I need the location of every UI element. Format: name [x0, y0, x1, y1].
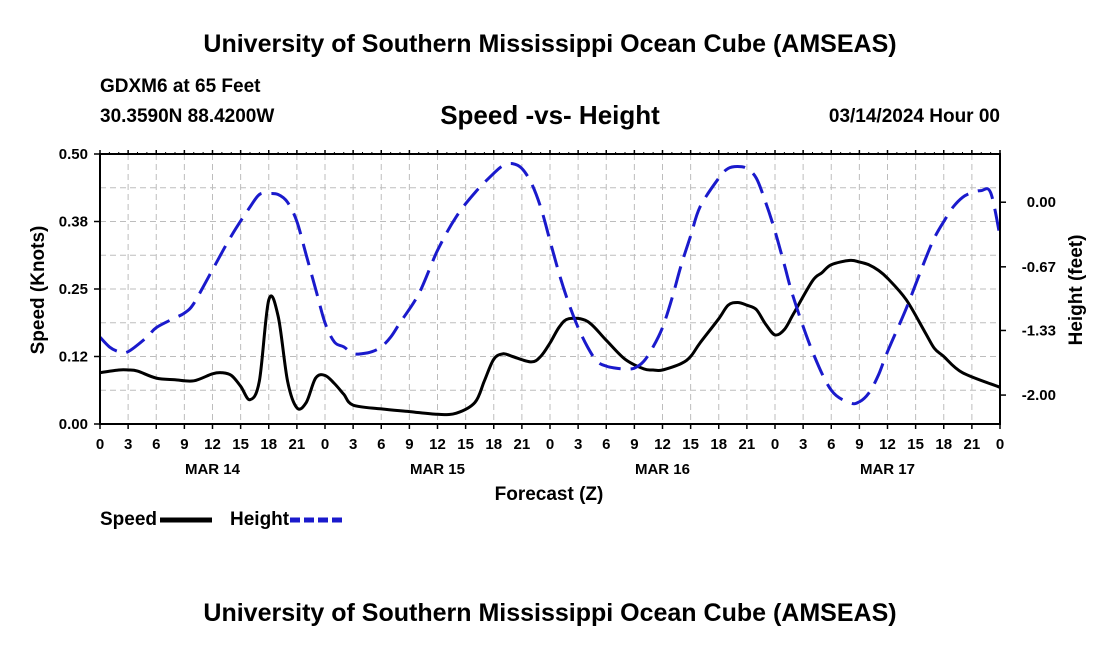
x-tick-label: 6	[827, 436, 835, 453]
x-tick-label: 12	[204, 436, 221, 453]
x-tick-label: 18	[485, 436, 502, 453]
station-label: GDXM6 at 65 Feet	[100, 76, 261, 97]
series-layer	[100, 162, 1000, 417]
x-tick-label: 15	[907, 436, 924, 453]
x-tick-label: 21	[739, 436, 756, 453]
y-axis-title: Speed (Knots)	[28, 226, 49, 355]
x-tick-label: 18	[260, 436, 277, 453]
label-layer: Forecast (Z) Speed (Knots) Height (feet)…	[28, 146, 1087, 505]
x-tick-label: 3	[574, 436, 582, 453]
x-tick-label: 18	[710, 436, 727, 453]
x-tick-label: 3	[799, 436, 807, 453]
legend: Speed Height	[100, 509, 342, 530]
y-right-tick-label: -2.00	[1022, 387, 1056, 404]
x-tick-label: 0	[321, 436, 329, 453]
y-right-tick-label: -1.33	[1022, 322, 1056, 339]
y-tick-label: 0.25	[59, 281, 88, 298]
x-tick-label: 6	[377, 436, 385, 453]
series-line-height	[100, 162, 1000, 406]
x-tick-label: 0	[996, 436, 1004, 453]
plot-frame	[99, 153, 1001, 425]
chart-title: Speed -vs- Height	[440, 100, 660, 130]
x-tick-label: 9	[180, 436, 188, 453]
x-axis-title: Forecast (Z)	[495, 484, 604, 505]
date-label: MAR 16	[635, 461, 690, 478]
x-tick-label: 9	[630, 436, 638, 453]
x-tick-label: 3	[124, 436, 132, 453]
x-tick-label: 15	[682, 436, 699, 453]
x-tick-label: 12	[879, 436, 896, 453]
x-tick-label: 6	[602, 436, 610, 453]
y-axis-right-title: Height (feet)	[1066, 235, 1087, 346]
x-tick-label: 15	[457, 436, 474, 453]
y-right-tick-label: -0.67	[1022, 259, 1056, 276]
date-label: MAR 14	[185, 461, 241, 478]
x-tick-label: 21	[514, 436, 531, 453]
x-tick-label: 18	[935, 436, 952, 453]
y-tick-label: 0.50	[59, 146, 88, 163]
legend-height-label: Height	[230, 509, 290, 530]
x-tick-label: 9	[855, 436, 863, 453]
date-label: MAR 17	[860, 461, 915, 478]
axes-layer	[94, 150, 1006, 429]
x-tick-label: 12	[654, 436, 671, 453]
x-tick-label: 21	[289, 436, 306, 453]
coordinates-label: 30.3590N 88.4200W	[100, 106, 275, 127]
forecast-datetime: 03/14/2024 Hour 00	[828, 106, 1000, 127]
y-right-tick-label: 0.00	[1027, 194, 1056, 211]
footer-title: University of Southern Mississippi Ocean…	[203, 599, 897, 627]
date-label: MAR 15	[410, 461, 465, 478]
x-tick-label: 3	[349, 436, 357, 453]
legend-speed-label: Speed	[100, 509, 157, 530]
y-tick-label: 0.12	[59, 349, 88, 366]
y-tick-label: 0.00	[59, 416, 88, 433]
y-tick-label: 0.38	[59, 214, 88, 231]
x-tick-label: 21	[964, 436, 981, 453]
series-line-speed	[100, 258, 1000, 417]
x-tick-label: 15	[232, 436, 249, 453]
x-tick-label: 0	[546, 436, 554, 453]
x-tick-label: 9	[405, 436, 413, 453]
x-tick-label: 12	[429, 436, 446, 453]
x-tick-label: 0	[771, 436, 779, 453]
x-tick-label: 6	[152, 436, 160, 453]
page-title: University of Southern Mississippi Ocean…	[203, 30, 897, 58]
x-tick-label: 0	[96, 436, 104, 453]
grid-layer	[100, 154, 1000, 424]
